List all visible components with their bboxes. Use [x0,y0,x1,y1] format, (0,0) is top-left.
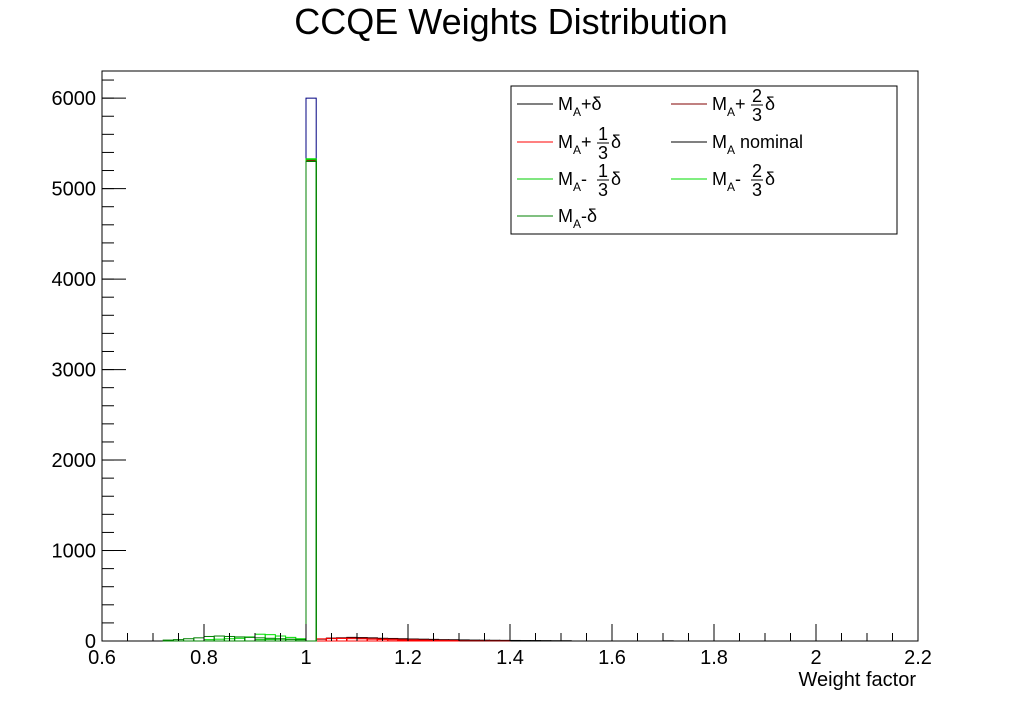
histogram-bar [366,638,378,642]
histogram-bar [203,635,215,642]
legend-entry: MA- 23δ [671,161,775,200]
x-tick-label: 2 [810,647,821,669]
legend-label-suffix: δ [765,169,775,189]
legend-label: MA- [712,169,741,194]
histogram-bar [295,639,307,642]
x-tick-label: 0.8 [190,647,218,669]
legend-label-suffix: δ [611,132,621,152]
legend-fraction-numerator: 2 [752,161,762,181]
histogram-bar [162,639,174,642]
axes: 0.6 0.8 1 1.2 1.4 1.6 1.8 2 2.2 0 1000 2000 3000 4000… [52,79,932,669]
histogram-bar [407,639,419,642]
legend-label: MA nominal [712,132,803,157]
histogram-bar [346,638,358,642]
legend-label: MA+δ [558,94,602,119]
series-1 [305,160,511,642]
histogram-bar [336,637,348,642]
legend-label: MA- [558,169,587,194]
histogram-bar [234,636,246,642]
legend-entry: MA+δ [517,94,602,119]
histogram-bar [305,158,317,642]
histogram-bar [387,639,399,642]
x-tick-label: 1 [300,647,311,669]
histogram-bar [397,639,409,642]
histogram-bar [305,160,317,642]
histogram-bar [356,638,368,642]
x-tick-label: 2.2 [904,647,932,669]
y-tick-label: 5000 [52,179,97,201]
histogram-bar [458,639,470,642]
histogram-bar [305,160,317,642]
legend-label: MA-δ [558,206,597,231]
legend-fraction-denominator: 3 [752,105,762,125]
legend-entry: MA-δ [517,206,597,231]
histogram-bar [417,639,429,642]
legend-fraction-numerator: 1 [598,124,608,144]
x-axis-title: Weight factor [799,669,917,691]
series-3 [305,97,317,642]
y-tick-label: 4000 [52,269,97,291]
y-tick-label: 1000 [52,541,97,563]
histogram-bar [305,97,317,642]
series-6 [162,160,317,642]
series-2 [305,159,460,642]
x-tick-label: 1.6 [598,647,626,669]
legend-fraction-denominator: 3 [752,180,762,200]
x-tick-label: 1.8 [700,647,728,669]
histogram-bar [305,159,317,642]
histogram-bar [213,635,225,642]
histogram-bar [244,636,256,642]
histogram-bar [193,637,205,642]
legend-fraction-numerator: 2 [752,86,762,106]
x-tick-label: 1.2 [394,647,422,669]
legend-label-suffix: δ [611,169,621,189]
chart-title: CCQE Weights Distribution [294,1,727,42]
histogram-bar [285,638,297,642]
x-tick-label: 1.4 [496,647,524,669]
legend-entry: MA- 13δ [517,161,621,200]
legend-box [510,85,898,235]
legend-entry: MA nominal [671,132,803,157]
legend-entry: MA+ 13δ [517,124,621,163]
legend-fraction-numerator: 1 [598,161,608,181]
histogram-bar [315,638,327,642]
histogram-bar [509,639,521,642]
histogram-bar [305,160,317,642]
y-tick-label: 0 [85,631,96,653]
histogram-bar [183,638,195,642]
legend-label-suffix: δ [765,94,775,114]
series-5 [203,158,317,642]
y-tick-label: 3000 [52,360,97,382]
legend-fraction-denominator: 3 [598,180,608,200]
x-tick-label: 0.6 [88,647,116,669]
legend-label: MA+ [712,94,746,119]
legend-entry: MA+ 23δ [671,86,775,125]
legend-fraction-denominator: 3 [598,143,608,163]
histogram-bar [305,159,317,642]
series-4 [254,159,317,642]
y-tick-label: 6000 [52,88,97,110]
legend-label: MA+ [558,132,592,157]
y-tick-label: 2000 [52,450,97,472]
